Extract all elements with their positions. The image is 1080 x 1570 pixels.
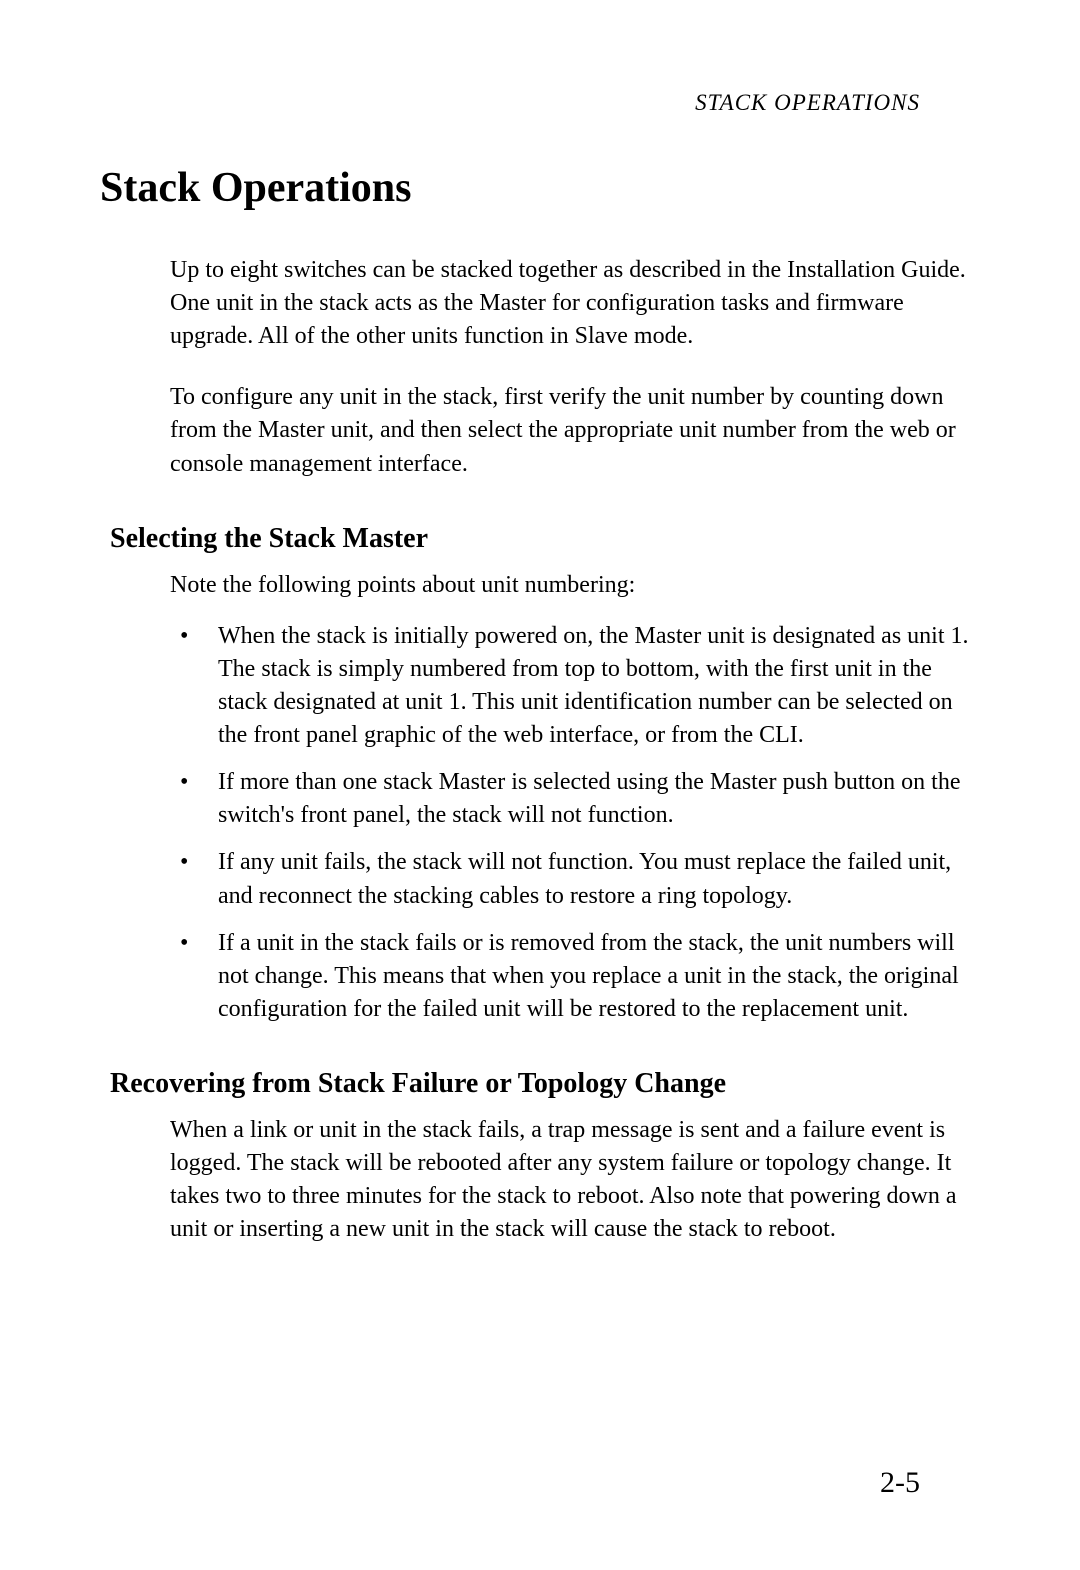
list-item: • If a unit in the stack fails or is rem… (170, 927, 970, 1026)
list-item: • If any unit fails, the stack will not … (170, 846, 970, 912)
main-title: Stack Operations (100, 164, 980, 212)
bullet-icon: • (170, 620, 218, 752)
section2-body: When a link or unit in the stack fails, … (170, 1114, 970, 1246)
page-container: STACK OPERATIONS Stack Operations Up to … (0, 0, 1080, 1246)
section1-intro: Note the following points about unit num… (170, 569, 970, 602)
list-item: • When the stack is initially powered on… (170, 620, 970, 752)
bullet-text: If more than one stack Master is selecte… (218, 766, 970, 832)
bullet-list-1: • When the stack is initially powered on… (170, 620, 970, 1026)
bullet-icon: • (170, 766, 218, 832)
page-number: 2-5 (880, 1466, 920, 1500)
bullet-text: When the stack is initially powered on, … (218, 620, 970, 752)
list-item: • If more than one stack Master is selec… (170, 766, 970, 832)
paragraph-1: Up to eight switches can be stacked toge… (170, 254, 970, 353)
running-header: STACK OPERATIONS (100, 90, 980, 116)
section-heading-2: Recovering from Stack Failure or Topolog… (100, 1068, 980, 1100)
bullet-text: If a unit in the stack fails or is remov… (218, 927, 970, 1026)
bullet-icon: • (170, 927, 218, 1026)
bullet-icon: • (170, 846, 218, 912)
paragraph-2: To configure any unit in the stack, firs… (170, 381, 970, 480)
bullet-text: If any unit fails, the stack will not fu… (218, 846, 970, 912)
section-heading-1: Selecting the Stack Master (100, 523, 980, 555)
